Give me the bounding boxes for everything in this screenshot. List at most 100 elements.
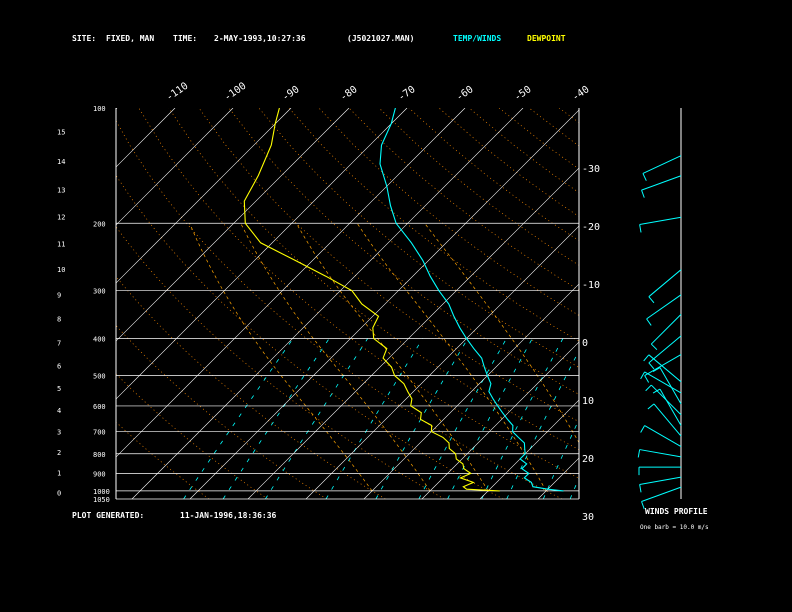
winds-profile: WINDS PROFILE One barb = 10.0 m/s (637, 108, 709, 531)
plot-area: 1002003004005006007008009001000105001234… (0, 81, 792, 523)
wind-barb (639, 216, 682, 226)
height-label: 10 (57, 266, 65, 274)
isotherm-line (116, 108, 292, 284)
pressure-label: 600 (93, 403, 106, 411)
isotherm-right-label: -10 (582, 280, 600, 291)
height-label: 5 (57, 385, 61, 393)
wind-barb-flag (637, 449, 641, 458)
isotherm-line (116, 108, 350, 342)
mixing-ratio-line (183, 338, 294, 499)
generated-label: PLOT GENERATED: (72, 511, 144, 520)
header: SITE: FIXED, MAN TIME: 2-MAY-1993,10:27:… (72, 34, 566, 43)
height-label: 0 (57, 490, 61, 498)
wind-barb-flag (639, 484, 642, 493)
mixing-ratio-line (569, 476, 579, 499)
dry-adiabat-line (116, 120, 563, 499)
height-label: 12 (57, 214, 65, 222)
height-label: 1 (57, 470, 61, 478)
wind-barb-flag (643, 354, 650, 362)
dry-adiabat-line (228, 108, 579, 395)
height-label: 3 (57, 428, 61, 436)
pressure-label: 900 (93, 470, 106, 478)
isotherm-line (305, 225, 579, 499)
isotherm-line (131, 108, 524, 499)
height-label: 7 (57, 339, 61, 347)
isotherm-line (116, 108, 466, 458)
file-name: (J5021027.MAN) (347, 34, 414, 43)
isotherm-line (0, 108, 59, 499)
wind-barb-flag (641, 501, 645, 510)
mixing-ratio-line (222, 338, 330, 499)
pressure-label: 100 (93, 105, 106, 113)
isobars (116, 222, 579, 500)
time-label: TIME: (173, 34, 197, 43)
height-label: 4 (57, 407, 61, 415)
isotherm-line (363, 283, 579, 499)
mixing-ratio-line (481, 338, 564, 499)
wind-barb-flag (646, 318, 652, 326)
height-label: 15 (57, 129, 65, 137)
isotherm-top-label: -110 (164, 81, 190, 104)
dry-adiabat-line (116, 421, 210, 499)
dry-adiabat-line (198, 108, 579, 423)
isotherm-line (247, 167, 579, 499)
dry-adiabat-line (438, 108, 579, 217)
moist-adiabat-line (356, 223, 547, 492)
wind-barb-flag (642, 173, 647, 181)
temperature-line (379, 108, 564, 492)
isotherm-right-label: -20 (582, 222, 600, 233)
wind-barb (659, 367, 682, 405)
dry-adiabat-line (498, 108, 579, 170)
pressure-label: 1000 (93, 488, 110, 496)
pressure-label: 500 (93, 373, 106, 381)
isotherm-top-label: -90 (280, 84, 301, 103)
wind-barb (648, 335, 682, 364)
height-label: 11 (57, 240, 65, 248)
pressure-label: 300 (93, 288, 106, 296)
mixing-ratio-line (447, 338, 533, 499)
isotherms (0, 108, 792, 499)
wind-barb-flag (641, 189, 645, 198)
dewpoint-line (243, 108, 500, 492)
height-label: 2 (57, 449, 61, 457)
wind-barb-flag (652, 388, 661, 394)
height-label: 13 (57, 186, 65, 194)
dry-adiabat-line (116, 174, 504, 499)
isotherm-line (596, 108, 792, 499)
isotherm-line (189, 109, 579, 499)
dry-adiabat-line (468, 108, 579, 194)
dry-adiabat-line (116, 324, 327, 499)
wind-barb-flag (648, 296, 655, 304)
isotherm-line (0, 108, 1, 499)
dry-adiabat-line (258, 108, 579, 368)
wind-barb (639, 476, 682, 485)
isotherm-line (116, 108, 234, 226)
wind-barb (641, 486, 682, 502)
wind-barb (639, 449, 682, 458)
isotherm-right-label: 0 (582, 338, 588, 349)
winds-note: One barb = 10.0 m/s (640, 524, 709, 531)
wind-barb-flag (640, 425, 646, 433)
moist-adiabat-line (189, 223, 373, 492)
height-label: 8 (57, 316, 61, 324)
axis-labels: 1002003004005006007008009001000105001234… (57, 81, 600, 523)
wind-barb (644, 371, 682, 394)
dry-adiabat-line (589, 108, 792, 499)
isotherm-line (479, 399, 579, 499)
background-lines (116, 108, 792, 499)
wind-barb-flag (650, 343, 658, 351)
isotherm-line (421, 341, 579, 499)
isotherm-line (116, 108, 176, 168)
isotherm-right-label: 10 (582, 396, 594, 407)
mixing-ratio-line (418, 338, 507, 499)
height-label: 6 (57, 362, 61, 370)
mixing-ratio-line (506, 349, 579, 499)
wind-barb (653, 403, 682, 437)
footer: PLOT GENERATED: 11-JAN-1996,18:36:36 (72, 511, 277, 520)
winds-title: WINDS PROFILE (645, 507, 708, 516)
wind-barb (659, 388, 682, 426)
dry-adiabat-line (138, 108, 579, 479)
wind-barb-flag (648, 362, 655, 370)
wind-barb-flag (644, 375, 650, 383)
wind-barb (650, 313, 682, 345)
